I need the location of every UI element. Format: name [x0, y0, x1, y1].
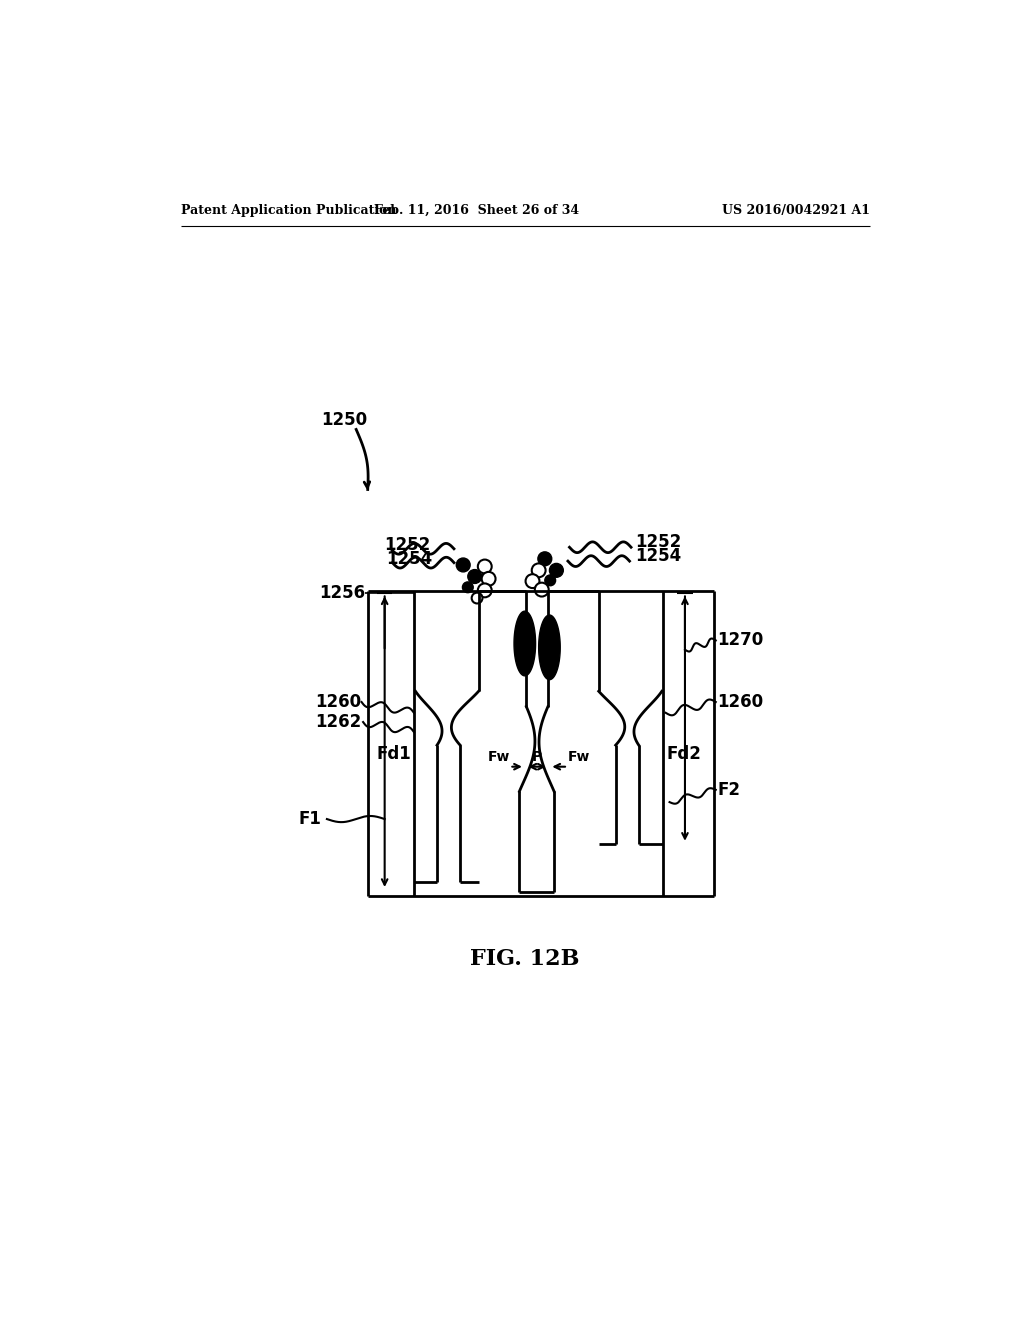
Polygon shape: [539, 615, 560, 680]
Text: FIG. 12B: FIG. 12B: [470, 948, 580, 970]
Text: Fw: Fw: [487, 751, 510, 764]
Circle shape: [545, 576, 556, 586]
Circle shape: [468, 570, 481, 583]
Text: 1270: 1270: [717, 631, 764, 649]
Text: 1260: 1260: [717, 693, 764, 711]
Circle shape: [478, 560, 492, 573]
Circle shape: [463, 582, 473, 593]
Circle shape: [457, 558, 470, 572]
Text: F1: F1: [298, 810, 322, 828]
Circle shape: [525, 574, 540, 589]
Text: Patent Application Publication: Patent Application Publication: [180, 205, 396, 218]
Circle shape: [531, 564, 546, 577]
Text: 1254: 1254: [386, 550, 432, 568]
Circle shape: [472, 593, 482, 603]
Text: 1256: 1256: [319, 583, 366, 602]
Circle shape: [550, 564, 563, 577]
Text: 1260: 1260: [315, 693, 361, 711]
Text: 1252: 1252: [385, 536, 431, 554]
Text: 1262: 1262: [315, 713, 361, 731]
Text: 1250: 1250: [322, 412, 368, 429]
Text: Fd2: Fd2: [667, 746, 701, 763]
Text: 1254: 1254: [635, 546, 681, 565]
Text: Fd1: Fd1: [377, 746, 412, 763]
Circle shape: [481, 572, 496, 586]
Circle shape: [538, 552, 552, 566]
Circle shape: [535, 582, 549, 597]
Polygon shape: [514, 611, 536, 676]
Text: P: P: [532, 751, 543, 764]
Text: 1252: 1252: [635, 533, 681, 550]
Text: F2: F2: [717, 781, 740, 799]
Text: Fw: Fw: [568, 751, 590, 764]
Text: Feb. 11, 2016  Sheet 26 of 34: Feb. 11, 2016 Sheet 26 of 34: [375, 205, 580, 218]
Circle shape: [478, 583, 492, 597]
Text: US 2016/0042921 A1: US 2016/0042921 A1: [722, 205, 869, 218]
